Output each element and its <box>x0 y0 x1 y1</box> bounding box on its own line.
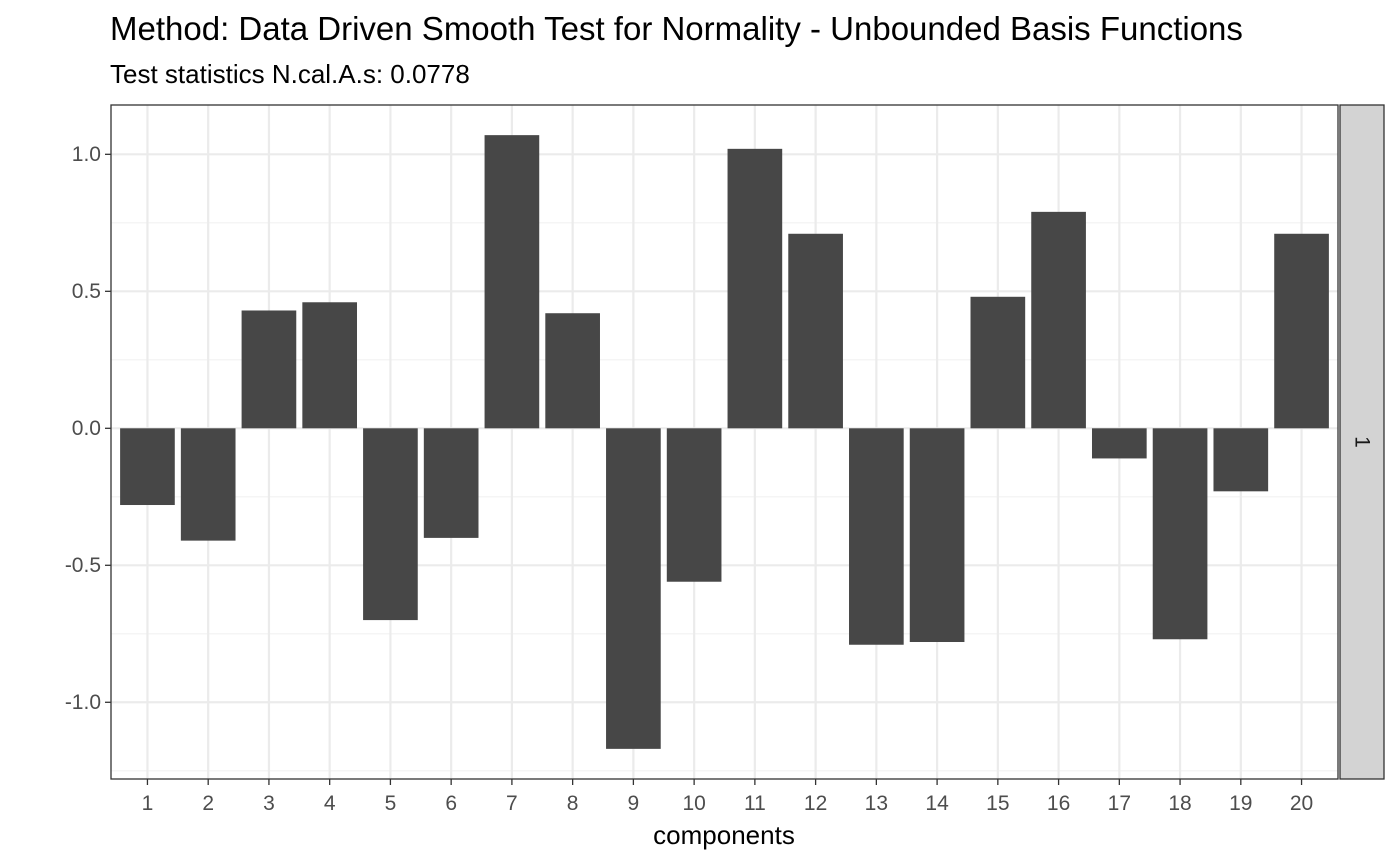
bar <box>1031 211 1086 429</box>
x-tick-label: 7 <box>506 792 518 815</box>
x-tick-label: 2 <box>202 792 214 815</box>
x-tick-label: 10 <box>682 792 705 815</box>
x-tick-label: 17 <box>1108 792 1131 815</box>
x-tick-label: 5 <box>385 792 397 815</box>
x-tick-label: 8 <box>567 792 579 815</box>
bar <box>909 428 965 643</box>
x-tick-label: 11 <box>744 792 766 815</box>
bar <box>423 428 479 538</box>
y-tick-label: 0.5 <box>72 280 101 303</box>
facet-strip-background <box>1339 104 1385 780</box>
plot-panel <box>110 104 1339 780</box>
x-axis: 1 2 3 4 5 6 7 8 9 10 11 12 13 14 15 16 17 18 19 20 <box>142 779 1313 815</box>
panel-border <box>110 104 1339 780</box>
bar <box>727 148 783 429</box>
x-tick-label: 19 <box>1229 792 1252 815</box>
bar <box>120 428 175 506</box>
bar <box>1274 233 1329 429</box>
x-tick-label: 13 <box>865 792 888 815</box>
x-axis-title: components <box>653 820 795 850</box>
chart-title: Method: Data Driven Smooth Test for Norm… <box>110 10 1243 47</box>
x-tick-label: 6 <box>445 792 457 815</box>
bar <box>606 428 661 749</box>
facet-strip-label: 1 <box>1351 436 1374 448</box>
x-tick-label: 1 <box>142 792 154 815</box>
y-tick-label: -0.5 <box>65 554 101 577</box>
bar <box>1152 428 1208 640</box>
bar <box>788 233 843 429</box>
bar <box>1091 428 1147 459</box>
x-tick-label: 14 <box>925 792 949 815</box>
y-tick-label: -1.0 <box>65 691 101 714</box>
x-tick-label: 18 <box>1168 792 1191 815</box>
bar <box>849 428 904 645</box>
bar <box>545 313 600 429</box>
y-tick-label: 1.0 <box>72 143 101 166</box>
bar <box>180 428 236 541</box>
bar <box>484 135 540 429</box>
x-tick-label: 20 <box>1290 792 1313 815</box>
x-tick-label: 4 <box>324 792 336 815</box>
chart-subtitle: Test statistics N.cal.A.s: 0.0778 <box>110 59 470 89</box>
y-tick-label: 0.0 <box>72 417 101 440</box>
x-tick-label: 3 <box>263 792 275 815</box>
bar <box>302 302 358 429</box>
bar <box>241 310 297 429</box>
bar <box>1213 428 1269 492</box>
x-tick-label: 9 <box>628 792 640 815</box>
bars <box>120 135 1329 749</box>
bar <box>363 428 418 621</box>
x-tick-label: 16 <box>1047 792 1070 815</box>
facet-strip: 1 <box>1339 104 1385 780</box>
x-tick-label: 12 <box>804 792 827 815</box>
y-axis: -1.0 -0.5 0.0 0.5 1.0 <box>65 143 111 714</box>
x-tick-label: 15 <box>986 792 1009 815</box>
bar <box>666 428 722 582</box>
bar <box>970 296 1026 429</box>
